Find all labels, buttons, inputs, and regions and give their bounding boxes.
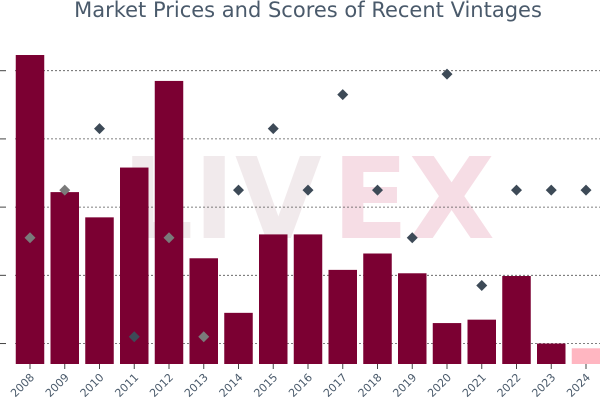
x-tick-label-2012: 2012 bbox=[147, 371, 176, 400]
score-marker-2011 bbox=[128, 331, 140, 343]
x-tick-label-2013: 2013 bbox=[182, 371, 211, 400]
bar-2020 bbox=[432, 323, 462, 364]
score-marker-2009 bbox=[59, 184, 71, 196]
score-marker-2015 bbox=[267, 123, 279, 135]
x-tick-label-2014: 2014 bbox=[217, 371, 246, 400]
x-tick-label-2017: 2017 bbox=[321, 371, 350, 400]
score-marker-2013 bbox=[198, 331, 210, 343]
x-tick-label-2022: 2022 bbox=[495, 371, 524, 400]
chart-title: Market Prices and Scores of Recent Vinta… bbox=[74, 0, 542, 22]
score-marker-2021 bbox=[476, 280, 488, 292]
bar-2016 bbox=[293, 234, 323, 364]
bar-2017 bbox=[328, 269, 357, 364]
score-marker-2022 bbox=[511, 184, 522, 196]
score-marker-2017 bbox=[337, 89, 349, 101]
x-tick-label-2009: 2009 bbox=[43, 371, 72, 400]
x-tick-label-2021: 2021 bbox=[460, 371, 489, 400]
score-marker-2018 bbox=[372, 184, 383, 196]
bar-2023 bbox=[537, 343, 566, 364]
bar-2014 bbox=[224, 312, 253, 364]
score-marker-2020 bbox=[441, 68, 453, 80]
bar-2008 bbox=[15, 55, 45, 364]
bar-2024 bbox=[571, 348, 600, 364]
x-tick-label-2020: 2020 bbox=[425, 371, 454, 400]
x-tick-label-2024: 2024 bbox=[564, 371, 593, 400]
x-tick-label-2023: 2023 bbox=[529, 371, 558, 400]
score-marker-2010 bbox=[94, 123, 105, 135]
score-marker-2008 bbox=[24, 232, 36, 244]
x-tick-label-2016: 2016 bbox=[286, 371, 315, 400]
x-tick-label-2018: 2018 bbox=[356, 371, 385, 400]
bar-2013 bbox=[189, 258, 218, 364]
bar-2021 bbox=[467, 319, 496, 364]
bar-2012 bbox=[154, 80, 184, 365]
bar-2022 bbox=[502, 276, 531, 364]
score-marker-2019 bbox=[406, 232, 418, 244]
bar-series bbox=[15, 55, 600, 365]
watermark-text-left: LIV bbox=[122, 135, 322, 265]
bar-2018 bbox=[363, 253, 392, 364]
score-marker-2014 bbox=[233, 184, 244, 196]
x-axis-tick-labels: 2008 2009 2010 2011 2012 2013 2014 2015 2016 2017… bbox=[8, 364, 593, 400]
x-tick-label-2011: 2011 bbox=[112, 371, 141, 400]
bar-2015 bbox=[259, 234, 288, 364]
watermark-text-right: EX bbox=[332, 135, 495, 265]
score-marker-2012 bbox=[163, 232, 175, 244]
score-marker-2023 bbox=[545, 184, 557, 196]
x-tick-label-2010: 2010 bbox=[78, 371, 107, 400]
score-marker-2016 bbox=[302, 184, 314, 196]
x-tick-label-2008: 2008 bbox=[8, 371, 37, 400]
score-marker-2024 bbox=[580, 184, 592, 196]
bar-2009 bbox=[50, 192, 79, 364]
x-tick-label-2015: 2015 bbox=[251, 371, 280, 400]
bar-2010 bbox=[85, 217, 114, 364]
x-tick-label-2019: 2019 bbox=[390, 371, 419, 400]
bar-2019 bbox=[398, 273, 427, 364]
score-markers bbox=[24, 68, 592, 343]
